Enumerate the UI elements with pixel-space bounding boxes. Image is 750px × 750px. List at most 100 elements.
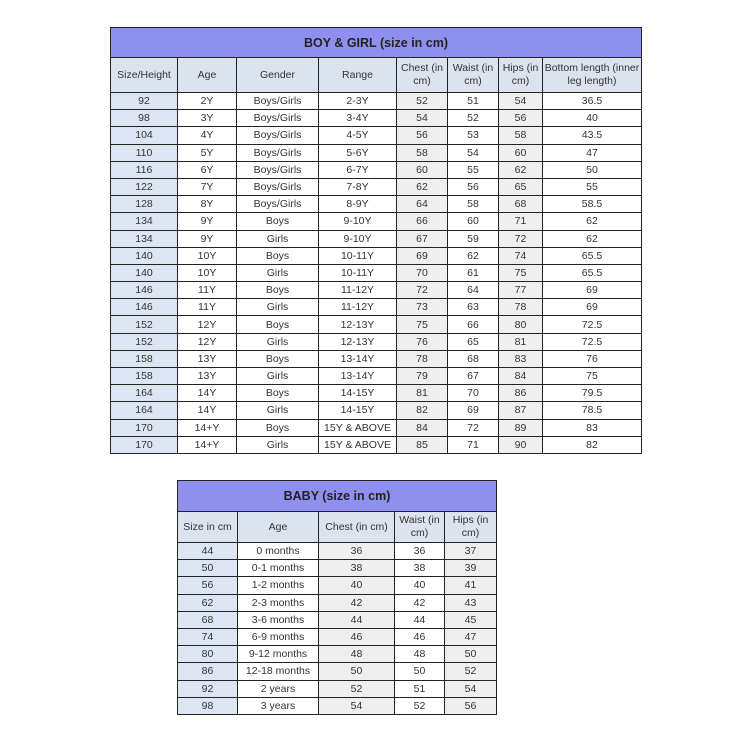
table-cell: 64 (447, 281, 499, 300)
table-row: 158 13Y Boys 13-14Y 78 68 83 76 (110, 349, 643, 369)
table-cell: 50 (318, 662, 395, 681)
table-cell: Boys/Girls (236, 109, 319, 128)
table-cell: 4Y (177, 126, 237, 145)
table-cell: Boys (236, 349, 319, 369)
header-row: Size in cm Age Chest (in cm) Waist (in cm) H… (177, 511, 498, 543)
column-header: Chest (in cm) (318, 511, 395, 543)
table-cell: 46 (394, 627, 445, 647)
table-cell: 12Y (177, 332, 237, 351)
table-cell: 78.5 (541, 401, 643, 420)
table-cell: 0-1 months (237, 559, 319, 578)
table-cell: 54 (447, 143, 499, 162)
table-cell: 67 (396, 229, 448, 248)
table-cell: 9-10Y (318, 229, 397, 248)
table-cell: 82 (396, 401, 448, 420)
table-cell: 46 (318, 627, 395, 647)
table-cell: 43.5 (541, 126, 643, 145)
table-cell: 140 (110, 263, 178, 283)
table-cell: 62 (447, 246, 499, 265)
table-cell: 2-3Y (318, 91, 397, 111)
table-cell: 66 (447, 315, 499, 334)
table-cell: 63 (447, 298, 499, 317)
table-cell: Boys/Girls (236, 143, 319, 162)
table-cell: 3 years (237, 696, 319, 715)
table-cell: 40 (318, 576, 395, 595)
table-cell: 158 (110, 349, 178, 369)
table-row: 134 9Y Boys 9-10Y 66 60 71 62 (110, 212, 643, 231)
boy-girl-size-table: BOY & GIRL (size in cm) Size/Height Age Gen… (109, 27, 643, 454)
column-header: Waist (in cm) (394, 511, 445, 543)
table-cell: Girls (236, 401, 319, 420)
table-cell: 74 (177, 627, 238, 647)
column-header: Hips (in cm) (443, 511, 498, 543)
table-cell: 86 (498, 384, 543, 403)
table-cell: 92 (177, 679, 238, 698)
table-cell: 47 (443, 627, 498, 647)
table-cell: 8Y (177, 195, 237, 214)
table-cell: 8-9Y (318, 195, 397, 214)
table-title: BOY & GIRL (size in cm) (109, 27, 643, 58)
table-cell: 61 (447, 263, 499, 283)
table-cell: 36 (394, 541, 445, 561)
table-row: 164 14Y Boys 14-15Y 81 70 86 79.5 (110, 384, 643, 403)
column-header: Age (177, 57, 237, 93)
table-cell: Girls (236, 366, 319, 386)
column-header: Age (237, 511, 319, 543)
table-cell: 6Y (177, 160, 237, 179)
table-cell: 9-10Y (318, 212, 397, 231)
table-cell: 128 (110, 195, 178, 214)
table-cell: 62 (498, 160, 543, 179)
table-cell: 13Y (177, 366, 237, 386)
table-cell: 75 (541, 366, 643, 386)
table-cell: 3Y (177, 109, 237, 128)
table-cell: 52 (396, 91, 448, 111)
table-cell: 50 (177, 559, 238, 578)
table-cell: 15Y & ABOVE (318, 435, 397, 454)
table-cell: 9Y (177, 229, 237, 248)
table-cell: 14Y (177, 384, 237, 403)
table-cell: 56 (177, 576, 238, 595)
table-cell: 104 (110, 126, 178, 145)
table-row: 146 11Y Boys 11-12Y 72 64 77 69 (110, 281, 643, 300)
column-header: Size in cm (177, 511, 238, 543)
table-cell: 86 (177, 662, 238, 681)
table-cell: Boys/Girls (236, 126, 319, 145)
table-cell: 6-9 months (237, 627, 319, 647)
table-cell: 98 (177, 696, 238, 715)
table-cell: 83 (498, 349, 543, 369)
table-cell: 10-11Y (318, 246, 397, 265)
table-cell: 73 (396, 298, 448, 317)
table-cell: 72 (447, 418, 499, 437)
table-cell: 48 (394, 645, 445, 664)
table-row: 140 10Y Boys 10-11Y 69 62 74 65.5 (110, 246, 643, 265)
table-cell: 2-3 months (237, 593, 319, 612)
table-cell: 75 (396, 315, 448, 334)
table-cell: 146 (110, 281, 178, 300)
table-cell: 76 (396, 332, 448, 351)
table-cell: 56 (443, 696, 498, 715)
table-cell: Boys (236, 281, 319, 300)
table-cell: 71 (447, 435, 499, 454)
table-cell: 72 (498, 229, 543, 248)
table-cell: 71 (498, 212, 543, 231)
table-cell: 54 (318, 696, 395, 715)
table-row: 158 13Y Girls 13-14Y 79 67 84 75 (110, 366, 643, 386)
table-row: 134 9Y Girls 9-10Y 67 59 72 62 (110, 229, 643, 248)
column-header: Chest (in cm) (396, 57, 448, 93)
table-cell: 55 (541, 177, 643, 197)
table-cell: 1-2 months (237, 576, 319, 595)
table-cell: 67 (447, 366, 499, 386)
table-cell: 72.5 (541, 315, 643, 334)
table-cell: 42 (394, 593, 445, 612)
table-cell: 60 (447, 212, 499, 231)
table-cell: 2Y (177, 91, 237, 111)
table-cell: 84 (396, 418, 448, 437)
table-cell: 62 (396, 177, 448, 197)
table-cell: 9-12 months (237, 645, 319, 664)
table-cell: 58 (447, 195, 499, 214)
table-cell: 45 (443, 610, 498, 629)
table-cell: 66 (396, 212, 448, 231)
table-cell: 50 (394, 662, 445, 681)
table-cell: Boys/Girls (236, 177, 319, 197)
table-cell: 56 (447, 177, 499, 197)
